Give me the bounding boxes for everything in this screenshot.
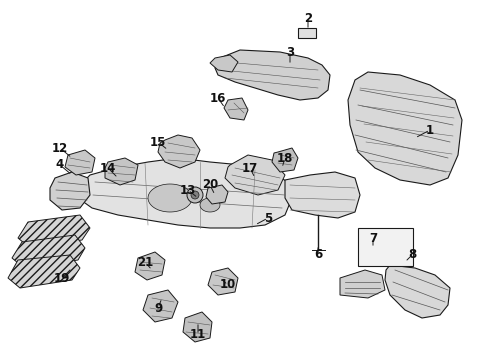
- Polygon shape: [183, 312, 212, 342]
- Polygon shape: [105, 158, 138, 185]
- Polygon shape: [385, 265, 450, 318]
- Polygon shape: [158, 135, 200, 168]
- Text: 13: 13: [180, 184, 196, 197]
- Text: 3: 3: [286, 45, 294, 58]
- Text: 9: 9: [154, 302, 162, 315]
- Text: 8: 8: [408, 248, 416, 261]
- Polygon shape: [340, 270, 385, 298]
- Circle shape: [191, 191, 199, 199]
- Text: 15: 15: [150, 135, 166, 148]
- Polygon shape: [50, 172, 90, 210]
- Text: 20: 20: [202, 179, 218, 192]
- Text: 16: 16: [210, 91, 226, 104]
- Text: 4: 4: [56, 158, 64, 171]
- Text: 2: 2: [304, 12, 312, 24]
- Polygon shape: [210, 55, 238, 72]
- Polygon shape: [200, 198, 220, 212]
- Polygon shape: [206, 185, 228, 204]
- Text: 18: 18: [277, 152, 293, 165]
- Polygon shape: [225, 155, 285, 195]
- Text: 6: 6: [314, 248, 322, 261]
- Polygon shape: [148, 184, 192, 212]
- Polygon shape: [143, 290, 178, 322]
- Polygon shape: [18, 215, 90, 248]
- Text: 14: 14: [100, 162, 116, 175]
- Polygon shape: [65, 150, 95, 175]
- Text: 11: 11: [190, 328, 206, 342]
- Polygon shape: [215, 50, 330, 100]
- Polygon shape: [78, 158, 292, 228]
- Text: 5: 5: [264, 211, 272, 225]
- Polygon shape: [272, 148, 298, 172]
- Text: 19: 19: [54, 271, 70, 284]
- Polygon shape: [8, 255, 80, 288]
- Circle shape: [187, 187, 203, 203]
- Text: 17: 17: [242, 162, 258, 175]
- Polygon shape: [298, 28, 316, 38]
- Polygon shape: [348, 72, 462, 185]
- Text: 21: 21: [137, 256, 153, 269]
- Text: 10: 10: [220, 279, 236, 292]
- Polygon shape: [12, 235, 85, 268]
- Polygon shape: [208, 268, 238, 295]
- Polygon shape: [135, 252, 165, 280]
- Text: 12: 12: [52, 141, 68, 154]
- Polygon shape: [285, 172, 360, 218]
- Text: 1: 1: [426, 123, 434, 136]
- Polygon shape: [224, 98, 248, 120]
- Text: 7: 7: [369, 231, 377, 244]
- FancyBboxPatch shape: [358, 228, 413, 266]
